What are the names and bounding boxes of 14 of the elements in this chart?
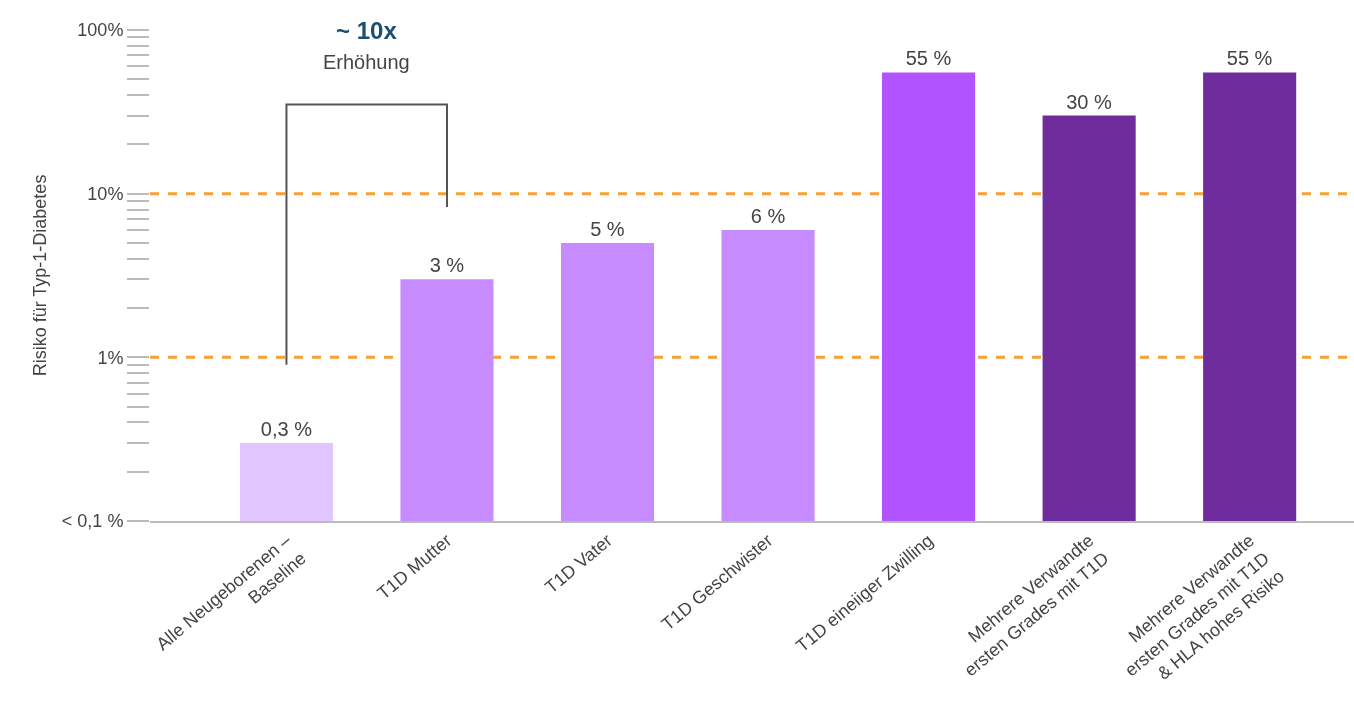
data-label: 55 % [905,47,952,70]
annotation: Erhöhung [323,51,410,73]
data-label: 6 % [750,204,786,227]
annotation: ~ 10x [336,17,398,44]
data-label: 55 % [1226,47,1273,70]
y-tick-label: < 0,1 % [61,511,124,532]
data-label: 0,3 % [260,417,313,440]
data-label: 3 % [429,254,465,277]
y-tick-label: 100% [77,20,124,41]
data-label: 30 % [1066,90,1113,113]
y-axis-title: Risiko für Typ-1-Diabetes [30,174,51,377]
y-tick-label: 1% [97,347,124,368]
y-tick-label: 10% [87,183,124,204]
data-label: 5 % [590,217,625,240]
